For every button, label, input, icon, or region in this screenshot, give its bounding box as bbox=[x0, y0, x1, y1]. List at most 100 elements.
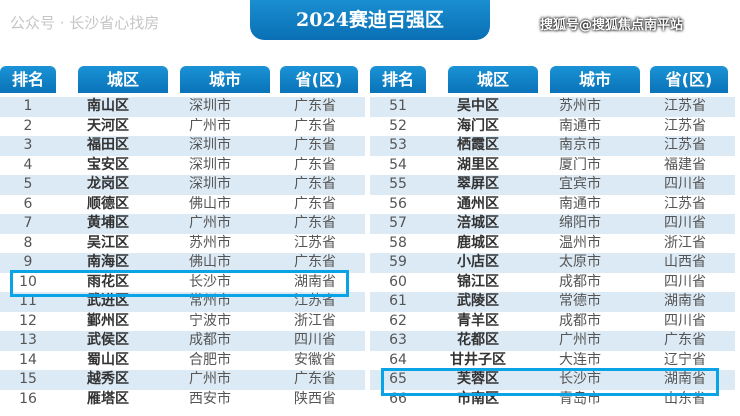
column-header: 城市 bbox=[550, 66, 640, 93]
column-header: 城区 bbox=[448, 66, 538, 93]
table-row: 3 福田区 深圳市 广东省 bbox=[0, 136, 365, 156]
district-cell: 花都区 bbox=[457, 332, 499, 348]
rank-cell: 9 bbox=[23, 254, 33, 270]
district-cell: 湖里区 bbox=[457, 156, 499, 173]
province-cell: 广东省 bbox=[294, 195, 336, 212]
city-cell: 长沙市 bbox=[189, 273, 231, 290]
city-cell: 厦门市 bbox=[559, 156, 601, 173]
district-cell: 雁塔区 bbox=[87, 390, 129, 407]
district-cell: 鹿城区 bbox=[457, 234, 499, 251]
city-cell: 合肥市 bbox=[189, 351, 231, 368]
district-cell: 顺德区 bbox=[87, 195, 129, 212]
district-cell: 天河区 bbox=[87, 117, 129, 134]
column-header: 城市 bbox=[180, 66, 270, 93]
table-row: 1 南山区 深圳市 广东省 bbox=[0, 97, 365, 117]
table-header: 排名 城区 城市 省(区) bbox=[370, 66, 735, 93]
table-row: 7 黄埔区 广州市 广东省 bbox=[0, 214, 365, 234]
district-cell: 锦江区 bbox=[457, 273, 499, 290]
rank-cell: 15 bbox=[19, 371, 37, 387]
district-cell: 翠屏区 bbox=[457, 176, 499, 192]
province-cell: 四川省 bbox=[664, 176, 706, 192]
rank-cell: 4 bbox=[23, 156, 33, 173]
city-cell: 南通市 bbox=[559, 117, 601, 134]
column-header: 排名 bbox=[0, 66, 56, 93]
rank-cell: 16 bbox=[19, 390, 37, 407]
city-cell: 西安市 bbox=[189, 390, 231, 407]
province-cell: 江苏省 bbox=[664, 195, 706, 212]
province-cell: 安徽省 bbox=[294, 351, 336, 368]
table-row: 53 栖霞区 南京市 江苏省 bbox=[370, 136, 735, 156]
province-cell: 广东省 bbox=[294, 98, 336, 114]
table-row: 60 锦江区 成都市 四川省 bbox=[370, 273, 735, 293]
column-header: 省(区) bbox=[280, 66, 358, 93]
city-cell: 深圳市 bbox=[189, 156, 231, 173]
district-cell: 福田区 bbox=[87, 137, 129, 153]
column-header: 省(区) bbox=[650, 66, 728, 93]
city-cell: 苏州市 bbox=[189, 234, 231, 251]
rank-cell: 3 bbox=[23, 137, 33, 153]
district-cell: 南山区 bbox=[87, 98, 129, 114]
rank-cell: 60 bbox=[389, 273, 407, 290]
table-row: 8 吴江区 苏州市 江苏省 bbox=[0, 234, 365, 254]
rank-cell: 12 bbox=[19, 312, 37, 329]
rank-cell: 51 bbox=[389, 98, 407, 114]
city-cell: 深圳市 bbox=[189, 98, 231, 114]
table-row: 64 甘井子区 大连市 辽宁省 bbox=[370, 351, 735, 371]
table-row: 55 翠屏区 宜宾市 四川省 bbox=[370, 175, 735, 195]
rank-cell: 53 bbox=[389, 137, 407, 153]
district-cell: 武侯区 bbox=[87, 332, 129, 348]
table-row: 9 南海区 佛山市 广东省 bbox=[0, 253, 365, 273]
rank-cell: 5 bbox=[23, 176, 33, 192]
rank-cell: 62 bbox=[389, 312, 407, 329]
table-row: 10 雨花区 长沙市 湖南省 bbox=[0, 273, 365, 293]
province-cell: 湖南省 bbox=[664, 293, 706, 309]
city-cell: 佛山市 bbox=[189, 195, 231, 212]
district-cell: 栖霞区 bbox=[457, 137, 499, 153]
rank-cell: 61 bbox=[389, 293, 407, 309]
district-cell: 雨花区 bbox=[87, 273, 129, 290]
city-cell: 绵阳市 bbox=[559, 215, 601, 231]
table-row: 52 海门区 南通市 江苏省 bbox=[370, 117, 735, 137]
province-cell: 湖南省 bbox=[294, 273, 336, 290]
table-row: 65 芙蓉区 长沙市 湖南省 bbox=[370, 370, 735, 390]
city-cell: 深圳市 bbox=[189, 176, 231, 192]
rank-cell: 64 bbox=[389, 351, 407, 368]
district-cell: 武进区 bbox=[87, 293, 129, 309]
province-cell: 江苏省 bbox=[294, 234, 336, 251]
district-cell: 吴中区 bbox=[457, 98, 499, 114]
table-row: 57 涪城区 绵阳市 四川省 bbox=[370, 214, 735, 234]
rank-cell: 65 bbox=[389, 371, 407, 387]
province-cell: 四川省 bbox=[664, 273, 706, 290]
table-row: 13 武侯区 成都市 四川省 bbox=[0, 331, 365, 351]
province-cell: 四川省 bbox=[664, 215, 706, 231]
rank-cell: 10 bbox=[19, 273, 37, 290]
city-cell: 深圳市 bbox=[189, 137, 231, 153]
district-cell: 龙岗区 bbox=[87, 176, 129, 192]
rank-cell: 8 bbox=[23, 234, 33, 251]
table-header: 排名 城区 城市 省(区) bbox=[0, 66, 365, 93]
province-cell: 广东省 bbox=[294, 117, 336, 134]
province-cell: 广东省 bbox=[294, 254, 336, 270]
district-cell: 黄埔区 bbox=[87, 215, 129, 231]
district-cell: 海门区 bbox=[457, 117, 499, 134]
ranking-table-left: 排名 城区 城市 省(区) 1 南山区 深圳市 广东省 2 天河区 广州市 广东省 3 福田区 深圳市 广东省… bbox=[0, 66, 365, 409]
district-cell: 芙蓉区 bbox=[457, 371, 499, 387]
district-cell: 南海区 bbox=[87, 254, 129, 270]
province-cell: 四川省 bbox=[664, 312, 706, 329]
province-cell: 广东省 bbox=[294, 156, 336, 173]
wechat-watermark: 公众号 · 长沙省心找房 bbox=[10, 14, 160, 32]
province-cell: 辽宁省 bbox=[664, 351, 706, 368]
province-cell: 广东省 bbox=[294, 137, 336, 153]
city-cell: 成都市 bbox=[189, 332, 231, 348]
city-cell: 苏州市 bbox=[559, 98, 601, 114]
district-cell: 鄞州区 bbox=[87, 312, 129, 329]
city-cell: 长沙市 bbox=[559, 371, 601, 387]
table-row: 5 龙岗区 深圳市 广东省 bbox=[0, 175, 365, 195]
city-cell: 南京市 bbox=[559, 137, 601, 153]
table-row: 16 雁塔区 西安市 陕西省 bbox=[0, 390, 365, 410]
district-cell: 越秀区 bbox=[87, 371, 129, 387]
rank-cell: 56 bbox=[389, 195, 407, 212]
table-row: 63 花都区 广州市 广东省 bbox=[370, 331, 735, 351]
district-cell: 吴江区 bbox=[87, 234, 129, 251]
city-cell: 宜宾市 bbox=[559, 176, 601, 192]
